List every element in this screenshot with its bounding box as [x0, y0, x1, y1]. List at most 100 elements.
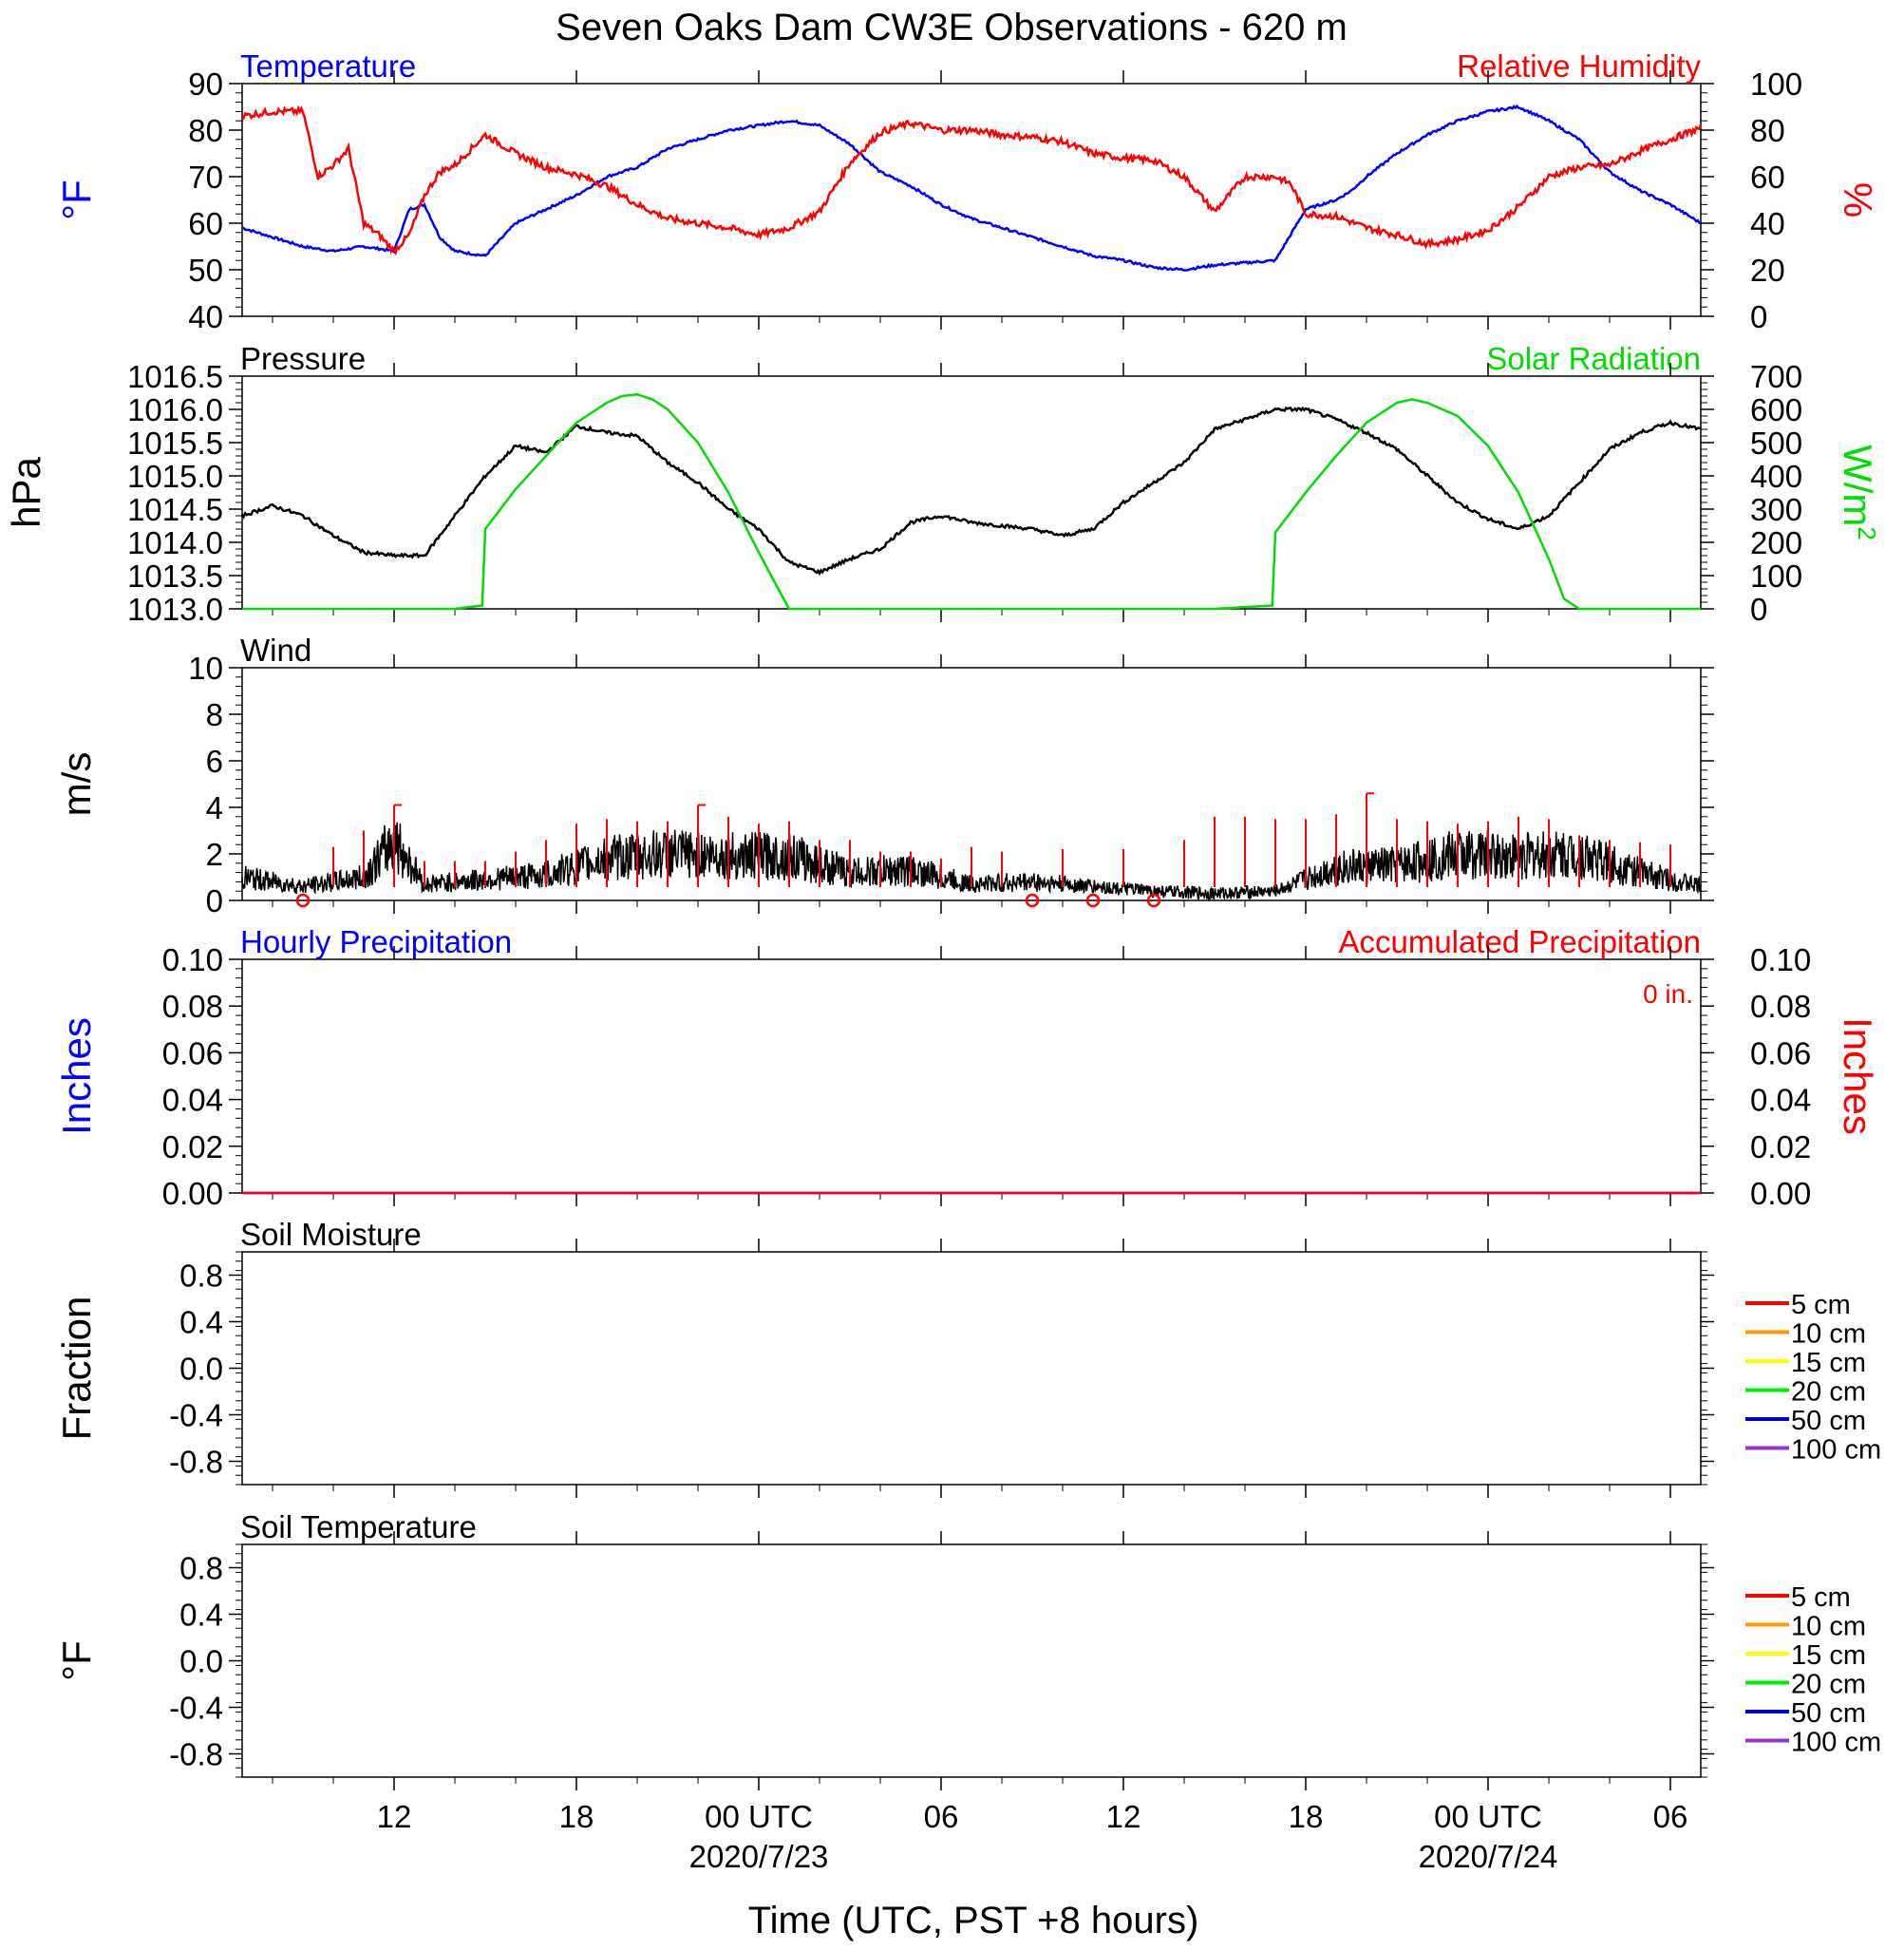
panel-title-left: Wind	[240, 633, 311, 668]
y-tick-label-left: 0.02	[162, 1129, 223, 1164]
y-tick-label-left: 0.00	[162, 1176, 223, 1211]
series-line-pressure	[240, 406, 1702, 577]
x-tick-label: 06	[924, 1799, 959, 1834]
legend-label: 15 cm	[1791, 1348, 1866, 1378]
legend-label: 50 cm	[1791, 1698, 1866, 1729]
x-tick-label: 00 UTC	[1434, 1799, 1542, 1834]
wind-calm-marker	[1025, 893, 1040, 908]
y-tick-label-left: 1016.0	[127, 392, 223, 427]
panel-title-right: Accumulated Precipitation	[1338, 924, 1701, 959]
x-tick-label: 12	[1106, 1799, 1141, 1834]
panel-title-left: Soil Moisture	[240, 1217, 422, 1252]
panel-precipitation: Hourly Precipitation Accumulated Precipit…	[54, 924, 1880, 1211]
legend-label: 15 cm	[1791, 1640, 1866, 1671]
y-tick-label-right: 0.02	[1750, 1129, 1811, 1164]
y-tick-label-left: 1013.0	[127, 592, 223, 627]
panel-pressure-solar: Pressure Solar Radiation1013.01013.51014.…	[4, 341, 1881, 627]
x-tick-label: 06	[1653, 1799, 1688, 1834]
wind-calm-marker	[1085, 893, 1101, 908]
x-tick-label: 18	[1289, 1799, 1324, 1834]
y-tick-label-left: 80	[188, 113, 223, 148]
x-tick-label: 18	[559, 1799, 594, 1834]
y-tick-label-right: 0.00	[1750, 1176, 1811, 1211]
panel-title-left: Temperature	[240, 48, 416, 84]
y-tick-label-left: 90	[188, 66, 223, 102]
y-axis-title-left: Fraction	[54, 1297, 99, 1441]
y-axis-title-left: Inches	[54, 1017, 99, 1135]
y-tick-label-left: 50	[188, 253, 223, 288]
y-tick-label-left: 0.8	[179, 1551, 223, 1586]
y-tick-label-left: 0.10	[162, 942, 223, 977]
plot-frame	[241, 83, 1702, 317]
y-tick-label-right: 700	[1750, 359, 1802, 394]
series-line-temperature	[241, 104, 1702, 272]
y-tick-label-right: 400	[1750, 459, 1802, 494]
y-tick-label-left: -0.4	[169, 1398, 223, 1433]
y-tick-label-right: 0	[1750, 299, 1767, 334]
legend-label: 100 cm	[1791, 1728, 1881, 1758]
y-tick-label-left: 1015.5	[127, 426, 223, 461]
y-tick-label-right: 0.04	[1750, 1083, 1811, 1118]
y-tick-label-left: 1016.5	[127, 359, 223, 394]
x-tick-label: 12	[377, 1799, 412, 1834]
panel-soil-temperature: Soil Temperature-0.8-0.40.00.40.8°F5 cm1…	[54, 1509, 1881, 1790]
y-tick-label-left: 2	[206, 837, 223, 872]
panel-title-left: Soil Temperature	[240, 1509, 477, 1544]
x-axis: 12 18 00 UTC 06 12 18 00 UTC 06 2020/7/23 2020/7/…	[377, 1799, 1688, 1874]
y-tick-label-left: 4	[206, 790, 223, 825]
wind-calm-marker	[1146, 893, 1161, 908]
y-tick-label-left: 0	[206, 883, 223, 918]
panel-temperature-humidity: Temperature Relative Humidity 40 50 60 70 80 90…	[54, 48, 1880, 334]
plot-frame	[241, 958, 1702, 1194]
y-tick-label-left: 0.4	[179, 1598, 223, 1633]
y-tick-label-left: 70	[188, 160, 223, 195]
y-tick-label-right: 40	[1750, 206, 1785, 241]
y-tick-label-left: 1013.5	[127, 558, 223, 594]
y-tick-label-left: 10	[188, 651, 223, 686]
precip-total-annotation: 0 in.	[1643, 979, 1693, 1009]
legend-label: 10 cm	[1791, 1612, 1866, 1642]
panel-title-right: Solar Radiation	[1486, 341, 1701, 376]
y-axis-title-left: hPa	[4, 456, 48, 527]
y-tick-label-right: 0.06	[1750, 1035, 1811, 1070]
series-line-solar-radiation	[242, 393, 1701, 611]
y-tick-label-left: -0.4	[169, 1691, 223, 1726]
plot-frame	[241, 667, 1702, 901]
panel-wind: Wind 0 2 4 6 8 10 m/s	[54, 633, 1714, 918]
y-tick-label-right: 60	[1750, 160, 1785, 195]
y-axis-title-right: %	[1836, 182, 1880, 218]
legend-label: 20 cm	[1791, 1377, 1866, 1408]
plot-frame	[241, 375, 1702, 610]
legend-label: 5 cm	[1791, 1290, 1851, 1320]
wind-calm-marker	[295, 893, 311, 908]
panel-title-right: Relative Humidity	[1457, 48, 1701, 84]
panels-group: Temperature Relative Humidity405060708090…	[4, 48, 1881, 1790]
y-tick-label-left: 40	[188, 299, 223, 334]
y-tick-label-left: 1015.0	[127, 459, 223, 494]
y-tick-label-right: 200	[1750, 525, 1802, 560]
panel-soil-moisture: Soil Moisture -0.8 -0.4 0.0 0.4 0.8 Fraction 5 …	[54, 1217, 1881, 1498]
y-tick-label-right: 20	[1750, 253, 1785, 288]
y-tick-label-right: 100	[1750, 66, 1802, 102]
y-tick-label-right: 100	[1750, 558, 1802, 594]
series-line-relative-humidity	[241, 104, 1703, 256]
x-date-label: 2020/7/24	[1419, 1839, 1558, 1874]
panel-title-left: Hourly Precipitation	[240, 924, 512, 959]
y-tick-label-left: -0.8	[169, 1445, 223, 1480]
y-tick-label-left: 0.0	[179, 1644, 223, 1679]
y-tick-label-right: 0.10	[1750, 942, 1811, 977]
y-axis-title-left: °F	[54, 180, 99, 219]
y-axis-title-left: m/s	[54, 752, 99, 817]
y-tick-label-right: 300	[1750, 492, 1802, 527]
y-tick-label-left: 0.0	[179, 1352, 223, 1387]
y-tick-label-left: 0.4	[179, 1305, 223, 1340]
x-date-label: 2020/7/23	[689, 1839, 829, 1874]
y-axis-title-left: °F	[54, 1640, 99, 1680]
y-axis-title-right: W/m2	[1836, 445, 1881, 540]
y-tick-label-right: 0	[1750, 592, 1767, 627]
y-tick-label-left: 0.08	[162, 989, 223, 1024]
y-axis-title-right: Inches	[1836, 1017, 1880, 1135]
plot-frame	[241, 1251, 1702, 1486]
x-tick-label: 00 UTC	[705, 1799, 813, 1834]
